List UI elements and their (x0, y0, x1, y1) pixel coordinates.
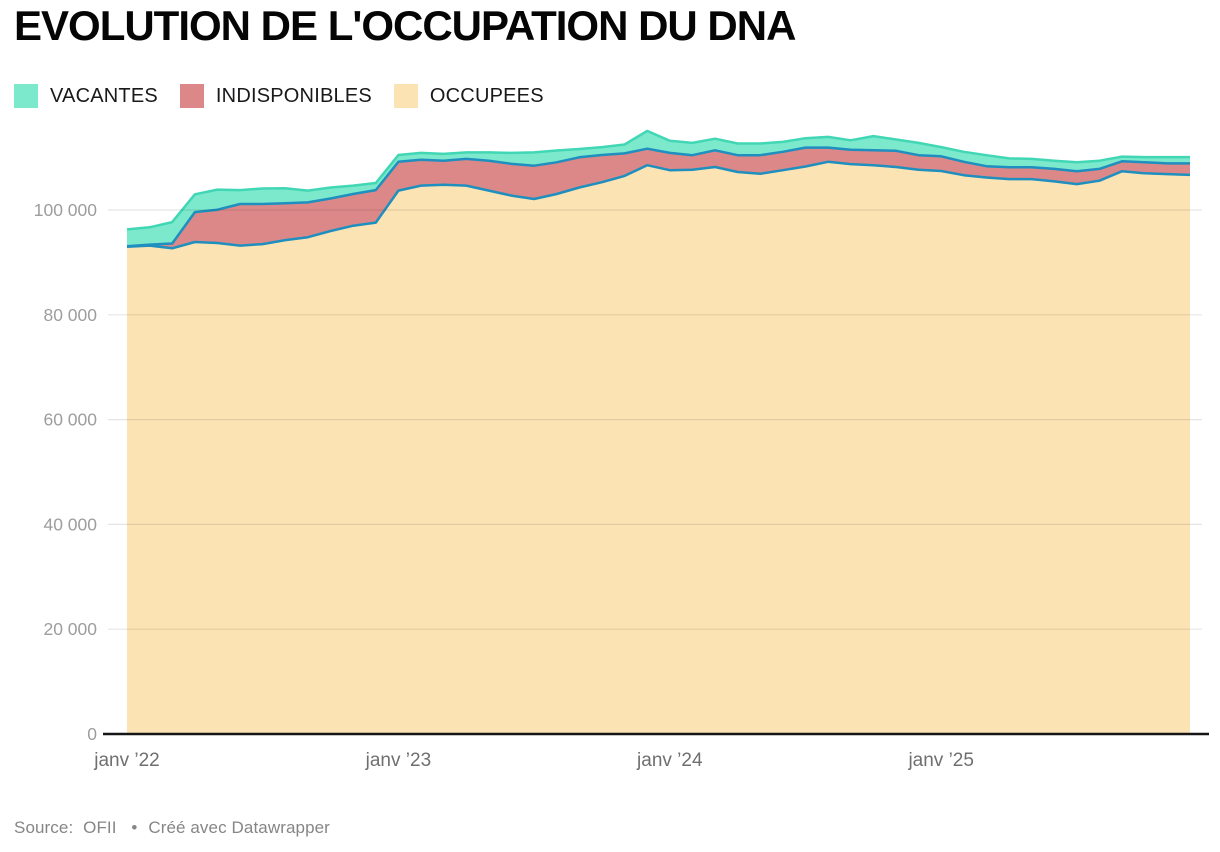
line-indisponibles-top (126, 146, 1190, 248)
x-axis-label-2022: janv ’22 (93, 750, 160, 771)
legend: VACANTES INDISPONIBLES OCCUPEES (14, 84, 566, 108)
source-value[interactable]: OFII (83, 818, 117, 837)
line-total-vacantes-top (126, 129, 1190, 231)
chart-footer: Source: OFII • Créé avec Datawrapper (14, 818, 330, 838)
area-vacantes[interactable] (127, 130, 1190, 247)
legend-swatch-indisponibles (179, 84, 204, 108)
x-axis-label-2023: janv ’23 (365, 750, 432, 771)
area-indisponibles[interactable] (127, 147, 1190, 249)
legend-label-occupees: OCCUPEES (429, 84, 544, 107)
y-axis-label-20000: 20 000 (43, 619, 97, 639)
legend-item-indisponibles: INDISPONIBLES (179, 84, 372, 108)
x-axis-label-2025: janv ’25 (907, 750, 974, 771)
y-axis-label-60000: 60 000 (43, 410, 97, 430)
datawrapper-credit-link[interactable]: Créé avec Datawrapper (148, 818, 330, 837)
legend-item-occupees: OCCUPEES (393, 84, 544, 108)
stacked-area-chart: 0 20 000 40 000 60 000 80 000 100 000 janv ’22… (34, 129, 1209, 771)
footer-separator: • (131, 818, 138, 837)
legend-item-vacantes: VACANTES (14, 84, 158, 108)
x-axis-label-2024: janv ’24 (636, 750, 703, 771)
legend-swatch-occupees (393, 84, 418, 108)
y-axis-label-80000: 80 000 (43, 305, 97, 325)
y-axis-label-40000: 40 000 (43, 514, 97, 534)
source-label: Source: (14, 818, 74, 837)
y-axis-label-100000: 100 000 (34, 200, 98, 220)
legend-label-indisponibles: INDISPONIBLES (215, 84, 372, 107)
legend-swatch-vacantes (14, 84, 38, 108)
chart-title: EVOLUTION DE L'OCCUPATION DU DNA (14, 2, 796, 49)
legend-label-vacantes: VACANTES (50, 84, 158, 107)
y-axis-label-0: 0 (87, 724, 97, 744)
area-occupees[interactable] (127, 161, 1190, 735)
line-occupees-top (126, 160, 1191, 250)
